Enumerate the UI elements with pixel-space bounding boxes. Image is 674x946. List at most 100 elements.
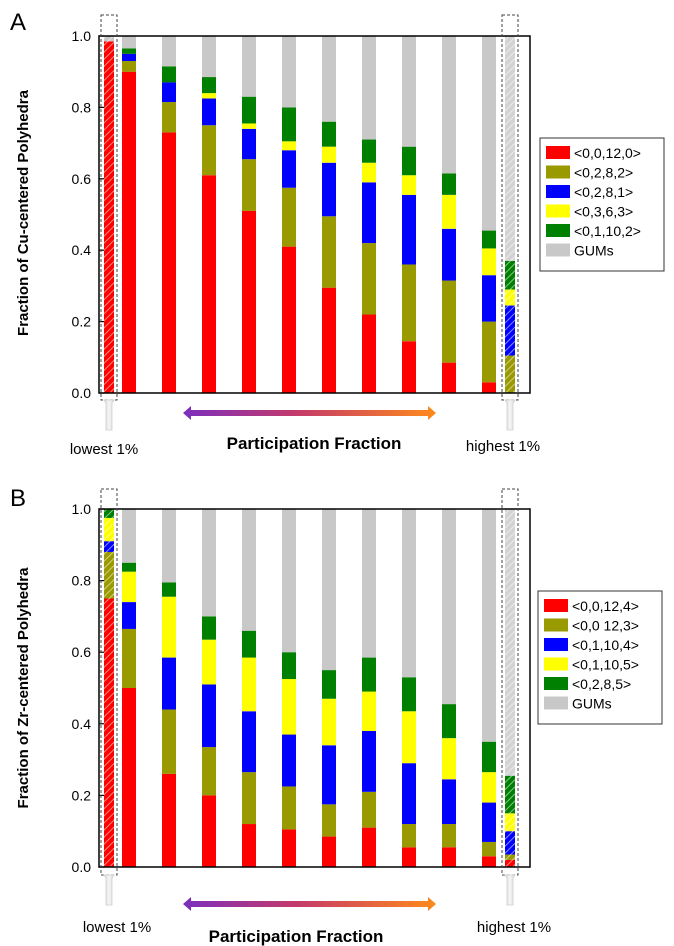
- bar-segment-b-9-1: [442, 824, 456, 848]
- bar-segment-b-4-3: [242, 657, 256, 712]
- bar-segment-a-8-4: [402, 146, 416, 176]
- bar-segment-b-6-0: [322, 836, 336, 867]
- bar-segment-b-6-5: [322, 509, 336, 671]
- bar-segment-b-3-2: [202, 684, 216, 748]
- legend-swatch-b-4: [544, 677, 568, 690]
- bar-segment-a-7-2: [362, 182, 376, 244]
- bar-segment-a-1-5: [122, 36, 136, 49]
- y-tick-label-a-5: 1.0: [72, 28, 92, 44]
- bar-hatch-a-11-4: [505, 260, 515, 290]
- bar-segment-b-3-3: [202, 639, 216, 685]
- bar-segment-a-6-1: [322, 216, 336, 288]
- lowest-pointer-a: [103, 399, 115, 431]
- bar-segment-a-6-5: [322, 36, 336, 122]
- bar-segment-a-6-4: [322, 121, 336, 147]
- bar-segment-b-1-4: [122, 562, 136, 572]
- bar-segment-a-7-4: [362, 139, 376, 163]
- bar-segment-a-10-2: [482, 275, 496, 322]
- bar-segment-a-3-5: [202, 36, 216, 78]
- bar-segment-b-9-0: [442, 847, 456, 867]
- bar-hatch-a-0-0: [104, 41, 114, 393]
- plot-frame-a: [98, 35, 531, 394]
- bar-segment-a-3-2: [202, 98, 216, 126]
- bar-hatch-a-0-5: [104, 36, 114, 42]
- bar-segment-b-9-4: [442, 704, 456, 739]
- bar-segment-a-2-1: [162, 102, 176, 133]
- bar-segment-a-8-1: [402, 264, 416, 342]
- bar-segment-a-5-5: [282, 36, 296, 108]
- bars-a: [104, 36, 515, 393]
- bar-segment-b-3-4: [202, 616, 216, 640]
- y-axis-label-a: Fraction of Cu-centered Polyhedra: [15, 89, 32, 336]
- bar-segment-b-1-1: [122, 628, 136, 688]
- legend-label-a-4: <0,1,10,2>: [574, 223, 641, 239]
- bar-segment-a-9-5: [442, 36, 456, 174]
- bar-segment-b-2-3: [162, 596, 176, 658]
- bar-segment-b-4-0: [242, 824, 256, 867]
- bar-hatch-b-11-4: [505, 775, 515, 814]
- bar-segment-a-7-5: [362, 36, 376, 140]
- legend-swatch-a-0: [546, 146, 570, 159]
- bar-segment-b-2-4: [162, 582, 176, 597]
- bar-segment-b-7-0: [362, 827, 376, 867]
- bar-segment-a-7-1: [362, 243, 376, 315]
- bar-segment-a-9-3: [442, 194, 456, 229]
- plot-frame-b: [98, 508, 531, 868]
- bar-hatch-b-11-5: [505, 509, 515, 776]
- bar-segment-b-5-0: [282, 829, 296, 867]
- panel-a: A Fraction of Cu-centered Polyhedra 0.00…: [10, 9, 665, 458]
- bar-segment-a-2-5: [162, 36, 176, 67]
- highest-label-b: highest 1%: [477, 919, 551, 936]
- panel-label-b: B: [10, 485, 26, 512]
- bar-segment-b-5-3: [282, 679, 296, 735]
- bar-segment-a-10-4: [482, 230, 496, 249]
- y-tick-label-a-3: 0.6: [72, 171, 92, 187]
- bar-segment-b-6-4: [322, 670, 336, 699]
- bar-segment-a-5-4: [282, 107, 296, 142]
- bar-segment-a-8-5: [402, 36, 416, 147]
- bar-segment-a-1-0: [122, 71, 136, 393]
- bar-hatch-b-0-0: [104, 598, 114, 867]
- y-tick-label-b-4: 0.8: [72, 573, 92, 589]
- bar-segment-a-1-2: [122, 53, 136, 61]
- bar-segment-b-6-3: [322, 698, 336, 746]
- bar-segment-a-3-0: [202, 175, 216, 393]
- bar-segment-a-4-0: [242, 210, 256, 393]
- bar-segment-b-8-2: [402, 763, 416, 825]
- bar-hatch-b-0-3: [104, 517, 114, 542]
- bar-segment-b-7-3: [362, 691, 376, 731]
- legend-a: <0,0,12,0> <0,2,8,2> <0,2,8,1> <0,3,6,3> <0,…: [539, 137, 665, 272]
- bar-segment-b-2-2: [162, 657, 176, 710]
- bar-hatch-b-0-4: [104, 509, 114, 518]
- legend-swatch-b-2: [544, 638, 568, 651]
- bar-segment-b-3-1: [202, 747, 216, 796]
- legend-b: <0,0,12,4> <0,0 12,3> <0,1,10,4> <0,1,10,5>…: [537, 590, 663, 725]
- bar-segment-b-5-2: [282, 734, 296, 787]
- bar-segment-a-2-4: [162, 66, 176, 83]
- bar-segment-b-10-5: [482, 509, 496, 742]
- bar-hatch-b-11-0: [505, 859, 515, 867]
- lowest-label-a: lowest 1%: [70, 441, 138, 458]
- highest-label-a: highest 1%: [466, 438, 540, 455]
- bar-segment-a-5-2: [282, 150, 296, 188]
- legend-swatch-a-4: [546, 224, 570, 237]
- panel-b: B Fraction of Zr-centered Polyhedra 0.00…: [10, 485, 663, 946]
- legend-label-b-0: <0,0,12,4>: [572, 598, 639, 614]
- bar-segment-a-9-1: [442, 280, 456, 363]
- bar-segment-a-6-3: [322, 146, 336, 163]
- bar-segment-a-3-4: [202, 77, 216, 94]
- bar-segment-a-4-5: [242, 36, 256, 97]
- legend-label-a-3: <0,3,6,3>: [574, 204, 633, 220]
- panel-label-a: A: [10, 9, 26, 36]
- bar-segment-b-7-1: [362, 791, 376, 828]
- bar-segment-b-6-1: [322, 804, 336, 837]
- bar-segment-a-4-3: [242, 123, 256, 129]
- y-tick-label-b-3: 0.6: [72, 644, 92, 660]
- legend-swatch-a-1: [546, 165, 570, 179]
- bar-segment-a-7-3: [362, 162, 376, 183]
- bar-segment-a-3-1: [202, 125, 216, 176]
- legend-swatch-b-3: [544, 657, 568, 671]
- y-axis-label-b: Fraction of Zr-centered Polyhedra: [15, 567, 32, 809]
- bar-segment-b-3-0: [202, 795, 216, 867]
- participation-arrow-a: [183, 406, 436, 420]
